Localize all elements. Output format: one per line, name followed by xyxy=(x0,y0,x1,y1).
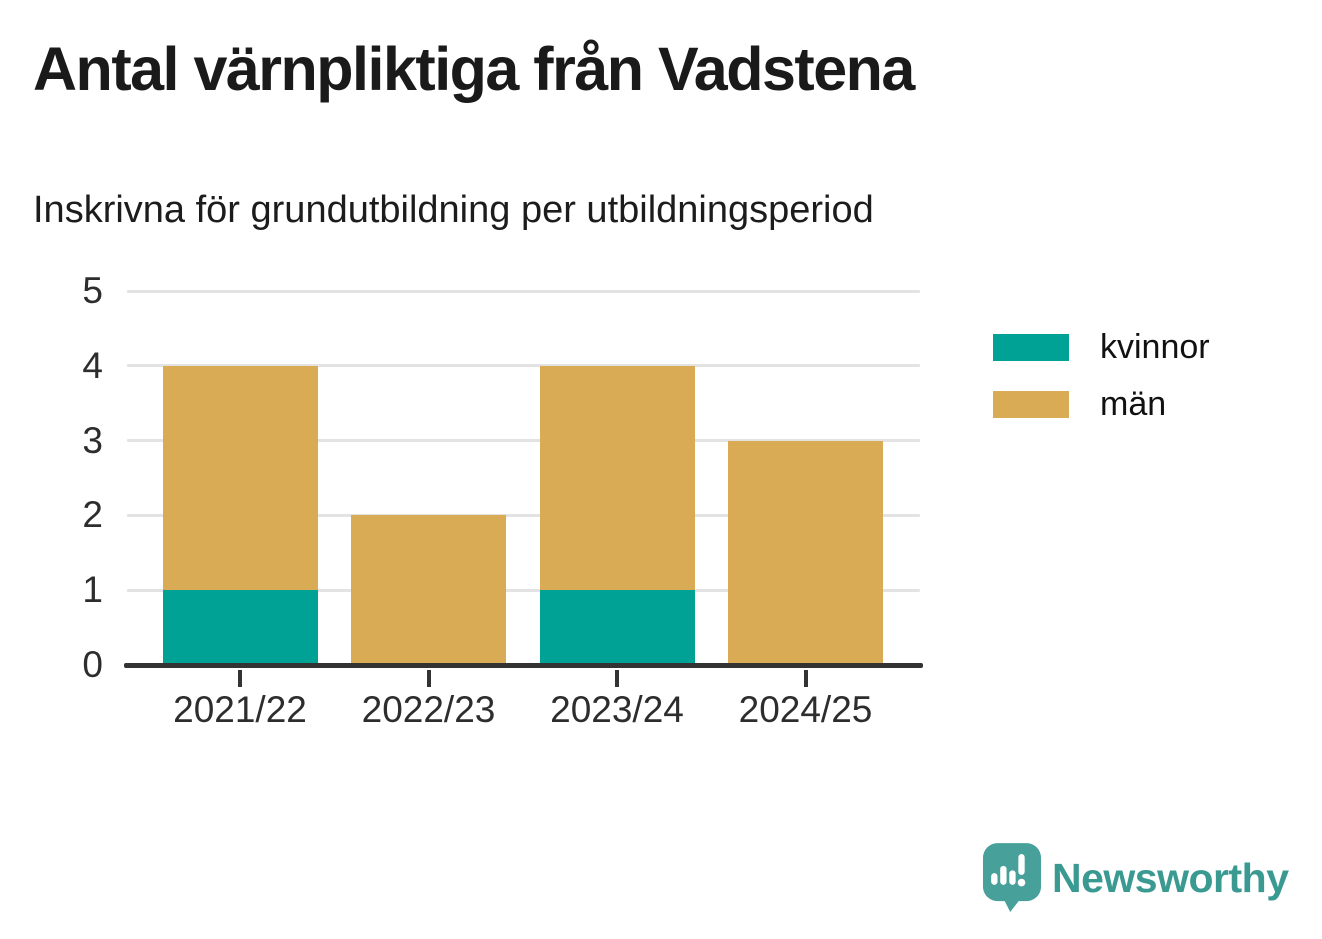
legend-item-kvinnor: kvinnor xyxy=(993,319,1210,376)
newsworthy-logo-icon xyxy=(983,843,1041,913)
x-axis-line xyxy=(124,662,923,668)
bar-2023-24-kvinnor xyxy=(539,590,695,665)
legend-label-man: män xyxy=(1100,385,1167,423)
x-axis-tick-2021-22 xyxy=(238,670,242,687)
grid-line-y3 xyxy=(127,439,920,443)
legend-swatch-man xyxy=(993,391,1069,418)
y-axis-label-2: 2 xyxy=(82,494,103,536)
grid-line-y1 xyxy=(127,588,920,592)
x-axis-tick-2022-23 xyxy=(426,670,431,687)
y-axis-label-0: 0 xyxy=(82,644,103,685)
y-axis-label-1: 1 xyxy=(82,569,103,611)
x-axis-label-2022-23: 2022/23 xyxy=(361,689,496,730)
legend-item-man: män xyxy=(993,376,1210,433)
bar-2021-22-män xyxy=(162,365,318,591)
x-axis-label-2021-22: 2021/22 xyxy=(173,689,307,730)
bar-2022-23-män xyxy=(351,515,506,665)
x-axis-label-2024-25: 2024/25 xyxy=(738,689,873,730)
plot-area: 0 1 2 3 4 5 2021/22 2022/23 2023/24 2024/25 xyxy=(82,270,923,730)
bar-2023-24-män xyxy=(539,365,695,591)
exclamation-bar xyxy=(1018,854,1025,875)
bar-2021-22-kvinnor xyxy=(162,590,318,665)
chart-title: Antal värnpliktiga från Vadstena xyxy=(33,35,915,103)
bar-chart-glyph xyxy=(991,854,1026,887)
x-axis-label-2023-24: 2023/24 xyxy=(550,689,684,730)
legend-label-kvinnor: kvinnor xyxy=(1100,328,1210,366)
y-axis-label-3: 3 xyxy=(82,419,103,461)
grid-line-y4 xyxy=(127,364,920,368)
y-axis-label-5: 5 xyxy=(82,270,103,311)
legend-swatch-kvinnor xyxy=(993,334,1069,361)
y-axis-label-4: 4 xyxy=(82,344,103,386)
x-axis-tick-2023-24 xyxy=(615,670,619,687)
x-axis-tick-2024-25 xyxy=(803,670,808,687)
newsworthy-logo-text: Newsworthy xyxy=(1052,855,1289,901)
grid-line-y2 xyxy=(127,513,920,517)
newsworthy-logo: Newsworthy xyxy=(983,843,1289,914)
chart-subtitle: Inskrivna för grundutbildning per utbild… xyxy=(33,189,874,231)
exclamation-dot xyxy=(1017,878,1026,887)
grid-line-y5 xyxy=(127,289,920,293)
bar-2024-25-män xyxy=(728,440,883,665)
legend: kvinnor män xyxy=(993,319,1210,433)
